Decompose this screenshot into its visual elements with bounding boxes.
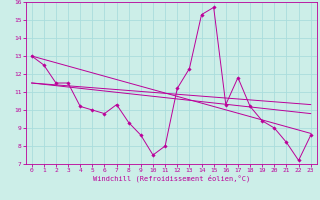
X-axis label: Windchill (Refroidissement éolien,°C): Windchill (Refroidissement éolien,°C) [92, 175, 250, 182]
